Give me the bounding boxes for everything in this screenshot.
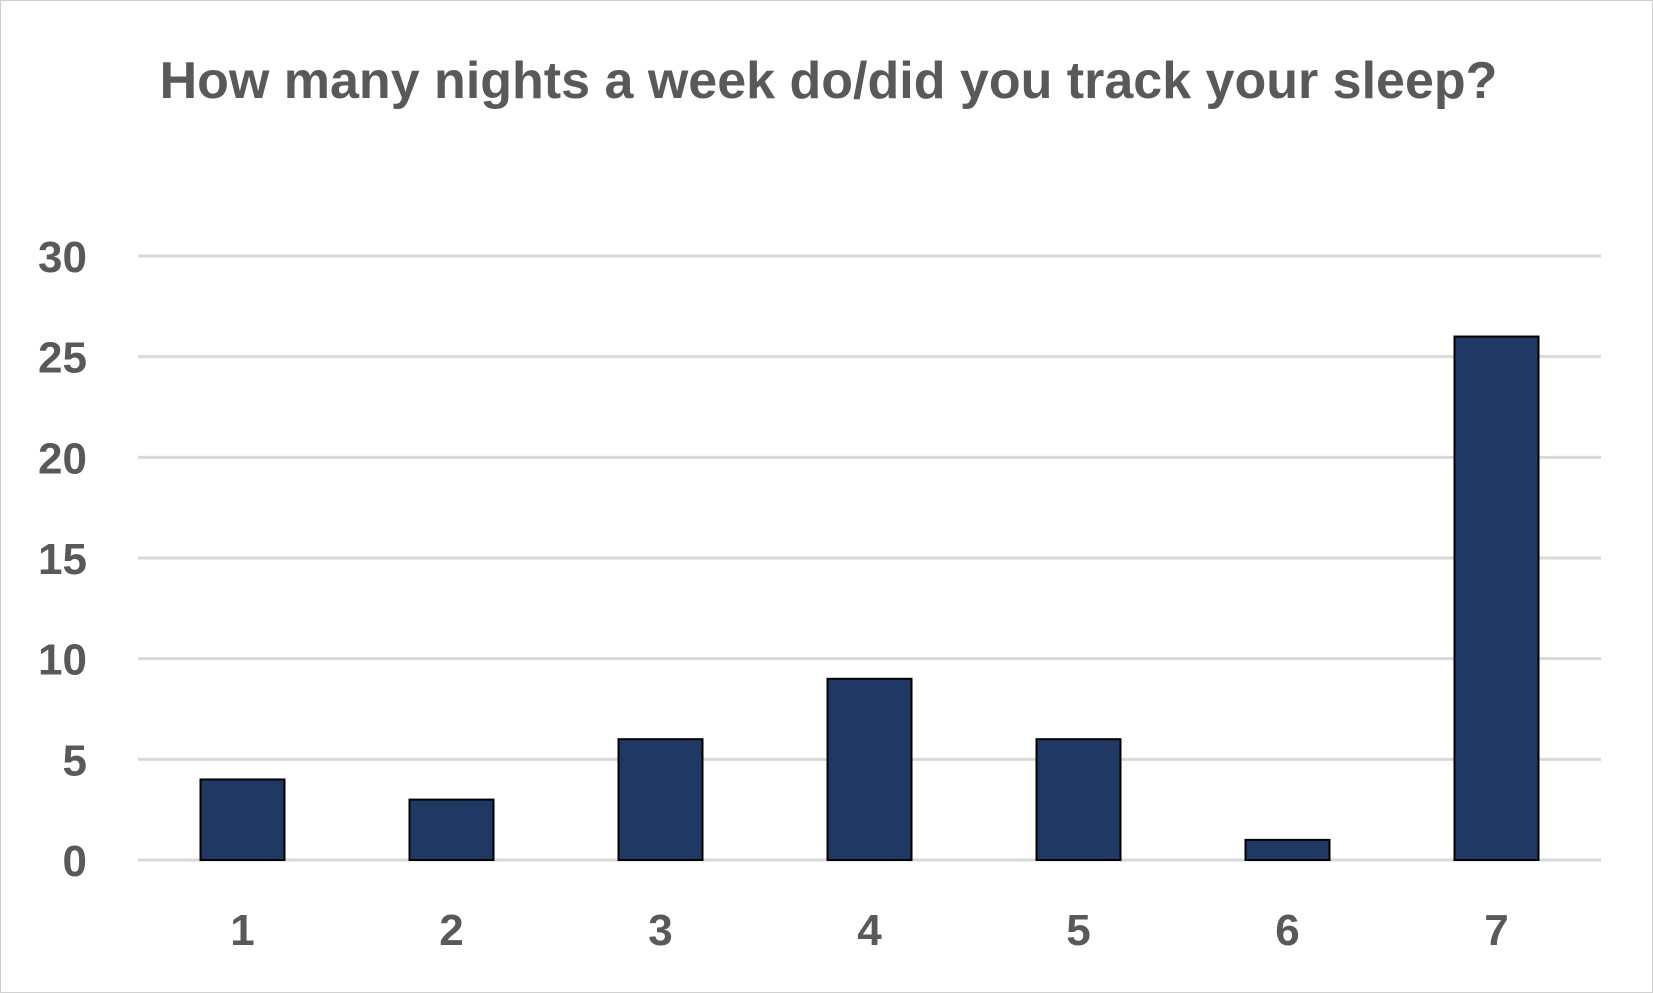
x-tick-label: 7 xyxy=(1484,906,1508,955)
y-tick-label: 15 xyxy=(38,535,87,584)
y-tick-label: 25 xyxy=(38,334,87,383)
x-axis-ticks: 1 2 3 4 5 6 7 xyxy=(230,906,1508,955)
x-tick-label: 2 xyxy=(439,906,463,955)
x-tick-label: 4 xyxy=(857,906,882,955)
x-tick-label: 5 xyxy=(1066,906,1090,955)
bar-7 xyxy=(1453,335,1540,861)
bar-4 xyxy=(826,677,913,861)
y-tick-label: 30 xyxy=(38,233,87,282)
bar-3 xyxy=(617,738,704,862)
x-tick-label: 3 xyxy=(648,906,672,955)
bar-1 xyxy=(199,778,286,862)
x-tick-label: 1 xyxy=(230,906,254,955)
y-tick-label: 5 xyxy=(63,736,87,785)
bar-2 xyxy=(408,798,495,861)
chart-title: How many nights a week do/did you track … xyxy=(159,52,1498,110)
bar-6 xyxy=(1244,838,1331,861)
bar-5 xyxy=(1035,738,1122,862)
y-tick-label: 0 xyxy=(63,837,87,886)
y-axis-ticks: 0 5 10 15 20 25 30 xyxy=(38,233,87,886)
x-tick-label: 6 xyxy=(1275,906,1299,955)
y-tick-label: 20 xyxy=(38,434,87,483)
bars xyxy=(199,335,1540,862)
y-tick-label: 10 xyxy=(38,636,87,685)
